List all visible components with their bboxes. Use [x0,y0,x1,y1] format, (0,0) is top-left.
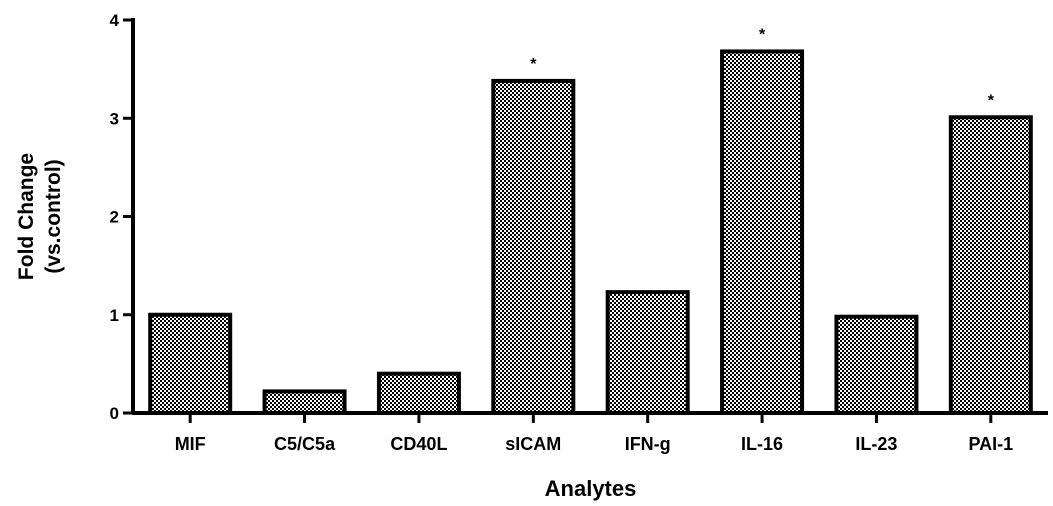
bar-sicam [491,78,576,415]
bar-il-16 [720,49,805,415]
axes-group [123,18,1048,423]
x-axis-title: Analytes [545,476,637,501]
x-tick-label: sICAM [505,434,561,454]
bar-ifn-g [605,290,690,415]
y-tick-label: 1 [110,306,119,325]
bars-group [148,49,1033,416]
y-tick-label: 0 [110,404,119,423]
y-tick-label: 3 [110,109,119,128]
x-tick-label: C5/C5a [274,434,336,454]
x-tick-label: IFN-g [625,434,671,454]
x-tick-label: IL-16 [741,434,783,454]
x-tick-label: IL-23 [855,434,897,454]
y-tick-label: 2 [110,208,119,227]
labels-group: MIF C5/C5a CD40L * sICAM IFN-g * IL-16 IL-23 * PAI… [15,11,1013,501]
bar-c5-c5a [262,389,347,416]
y-axis-title-line: (vs.control) [42,159,65,273]
significance-marker: * [530,56,537,73]
x-tick-label: PAI-1 [968,434,1013,454]
bar-cd40l [376,371,461,416]
bar-mif [148,312,233,415]
bar-il-23 [834,314,919,415]
x-tick-label: MIF [175,434,206,454]
y-tick-label: 4 [110,11,120,30]
x-tick-label: CD40L [390,434,447,454]
significance-marker: * [759,26,766,43]
y-axis-title-line: Fold Change [15,153,38,280]
significance-marker: * [988,92,995,109]
bar-pai-1 [948,115,1033,416]
